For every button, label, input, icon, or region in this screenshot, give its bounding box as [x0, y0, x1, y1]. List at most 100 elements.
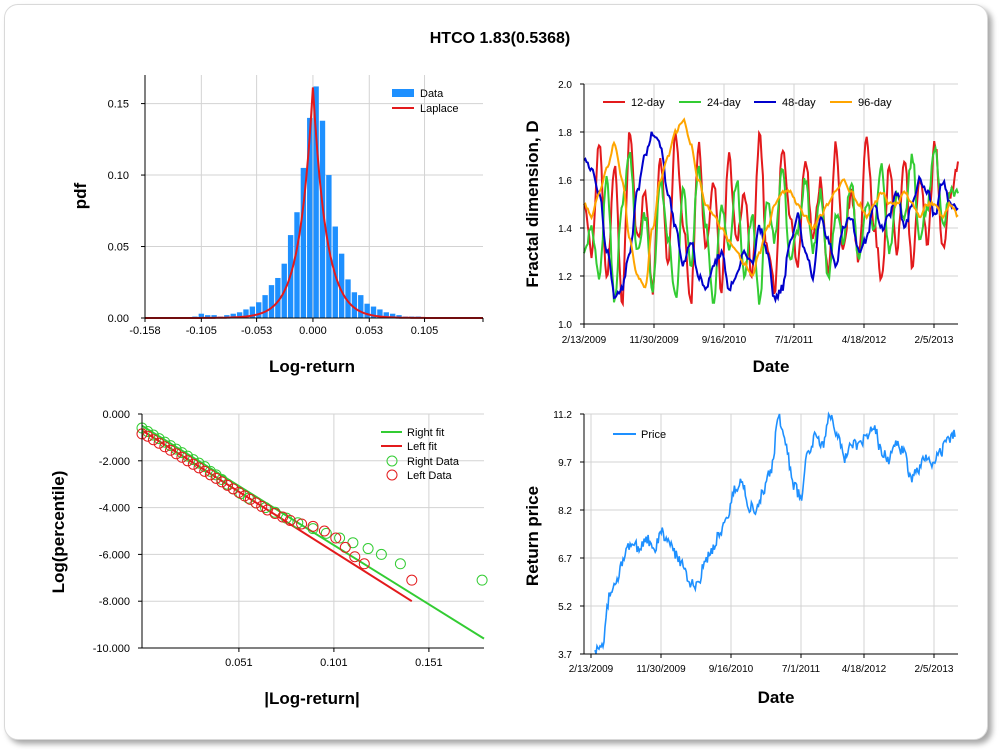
tail-point-left-data [233, 486, 245, 498]
price-grid [584, 413, 958, 655]
tail-point-right-data [159, 436, 171, 448]
tail-point-right-data [147, 429, 159, 441]
price-x-tick-label: 2/5/2013 [915, 664, 954, 675]
pdf-bar [307, 117, 313, 318]
pdf-bar [345, 279, 351, 318]
tail-panel: 0.051 0.101 0.151 0.000 -2.000 -4.000 -6.000 -… [49, 409, 488, 708]
pdf-legend: Data Laplace [392, 88, 459, 115]
page-title: HTCO 1.83(0.5368) [429, 30, 571, 47]
price-y-tick-label: 11.2 [553, 410, 572, 421]
tail-point-right-data [476, 574, 488, 586]
tail-point-left-data [153, 437, 165, 449]
tail-y-axis-title: Log(percentile) [49, 471, 68, 594]
pdf-bar [383, 312, 389, 318]
fd-y-tick-label: 1.8 [558, 128, 572, 139]
pdf-bar [294, 212, 300, 318]
tail-x-axis-title: |Log-return| [264, 689, 359, 708]
fd-y-axis-title: Fractal dimension, D [523, 120, 542, 287]
fd-y-ticks: 1.0 1.2 1.4 1.6 1.8 2.0 [558, 80, 584, 331]
pdf-bar [243, 309, 249, 318]
tail-point-left-data [358, 558, 370, 570]
tail-point-right-data [142, 426, 154, 438]
pdf-bar [389, 313, 396, 318]
pdf-bar [300, 167, 307, 318]
pdf-bar [249, 306, 256, 318]
pdf-y-tick-label: 0.05 [108, 242, 129, 254]
tail-point-left-data [187, 458, 199, 470]
tail-point-left-data [284, 514, 296, 526]
pdf-bar [275, 277, 281, 318]
tail-y-tick-label: -8.000 [99, 596, 130, 608]
tail-y-tick-label: -6.000 [99, 549, 130, 561]
price-x-tick-label: 9/16/2010 [709, 664, 754, 675]
pdf-x-axis-title: Log-return [269, 357, 355, 376]
tail-point-left-data [193, 462, 205, 474]
tail-fit-right-fit [141, 424, 485, 640]
fd-y-tick-label: 1.6 [558, 176, 572, 187]
tail-point-left-data [210, 472, 222, 484]
fd-x-ticks: 2/13/2009 11/30/2009 9/16/2010 7/1/2011 4/18… [562, 324, 954, 346]
price-y-axis-title: Return price [523, 486, 542, 586]
fd-x-tick-label: 2/13/2009 [562, 335, 607, 346]
price-x-ticks: 2/13/2009 11/30/2009 9/16/2010 7/1/2011 4/18… [569, 654, 954, 675]
pdf-bar [262, 295, 268, 318]
tail-y-tick-label: -10.000 [93, 643, 130, 655]
pdf-x-tick-label: 0.105 [411, 325, 439, 337]
tail-point-right-data [170, 443, 182, 455]
pdf-bar [364, 303, 370, 318]
tail-point-left-data [406, 574, 418, 586]
fd-x-tick-label: 2/5/2013 [915, 335, 954, 346]
tail-point-right-data [153, 433, 165, 445]
tail-point-right-data [187, 454, 199, 466]
pdf-x-tick-label: -0.053 [241, 325, 272, 337]
fd-plot-area [584, 84, 958, 324]
tail-point-left-data [147, 434, 159, 446]
fd-legend-label: 24-day [707, 97, 741, 109]
tail-point-left-data [216, 476, 228, 488]
tail-y-tick-label: -2.000 [99, 456, 130, 468]
legend-label-data: Data [420, 88, 444, 100]
pdf-y-tick-label: 0.15 [108, 99, 129, 111]
pdf-bar [211, 315, 217, 318]
tail-point-left-data [244, 493, 256, 505]
tail-x-tick-label: 0.151 [415, 657, 443, 669]
fd-series-line-48-day [583, 131, 959, 304]
fd-legend-label: 12-day [631, 97, 665, 109]
fd-y-tick-label: 1.2 [558, 272, 572, 283]
pdf-bar [358, 295, 364, 318]
price-y-tick-label: 6.7 [558, 554, 572, 565]
fd-lines [583, 117, 959, 308]
pdf-bar [370, 306, 377, 318]
tail-point-right-data [334, 532, 346, 544]
tail-legend: Right fit Left fit Right Data Left Data [381, 427, 460, 482]
pdf-bar [319, 120, 326, 318]
fd-y-tick-label: 1.4 [558, 224, 572, 235]
tail-legend-swatch [386, 469, 398, 481]
tail-point-left-data [349, 551, 361, 563]
tail-point-left-data [296, 518, 308, 530]
pdf-bar [198, 313, 205, 318]
tail-x-tick-label: 0.051 [225, 657, 253, 669]
tail-point-left-data [204, 469, 216, 481]
fd-x-tick-label: 11/30/2009 [629, 335, 679, 346]
price-legend: Price [613, 429, 666, 441]
tail-point-left-data [250, 497, 262, 509]
tail-point-left-data [239, 490, 251, 502]
tail-point-right-data [362, 543, 374, 555]
tail-legend-label: Left fit [407, 441, 437, 453]
pdf-x-tick-label: 0.000 [299, 325, 327, 337]
pdf-y-ticks: 0.00 0.05 0.10 0.15 [108, 99, 145, 325]
fd-x-tick-label: 7/1/2011 [775, 335, 814, 346]
tail-point-left-data [307, 520, 319, 532]
tail-point-left-data [165, 444, 176, 456]
tail-x-tick-label: 0.101 [320, 657, 348, 669]
tail-point-left-data [170, 448, 182, 460]
tail-point-left-data [142, 430, 154, 442]
pdf-bar [205, 315, 211, 318]
tail-legend-swatch [386, 455, 398, 467]
pdf-x-tick-label: -0.105 [186, 325, 217, 337]
pdf-bar [230, 313, 236, 318]
pdf-bar [256, 302, 262, 318]
legend-swatch-data [392, 89, 414, 97]
fractal-dimension-panel: 2/13/2009 11/30/2009 9/16/2010 7/1/2011 4/18… [523, 80, 959, 376]
